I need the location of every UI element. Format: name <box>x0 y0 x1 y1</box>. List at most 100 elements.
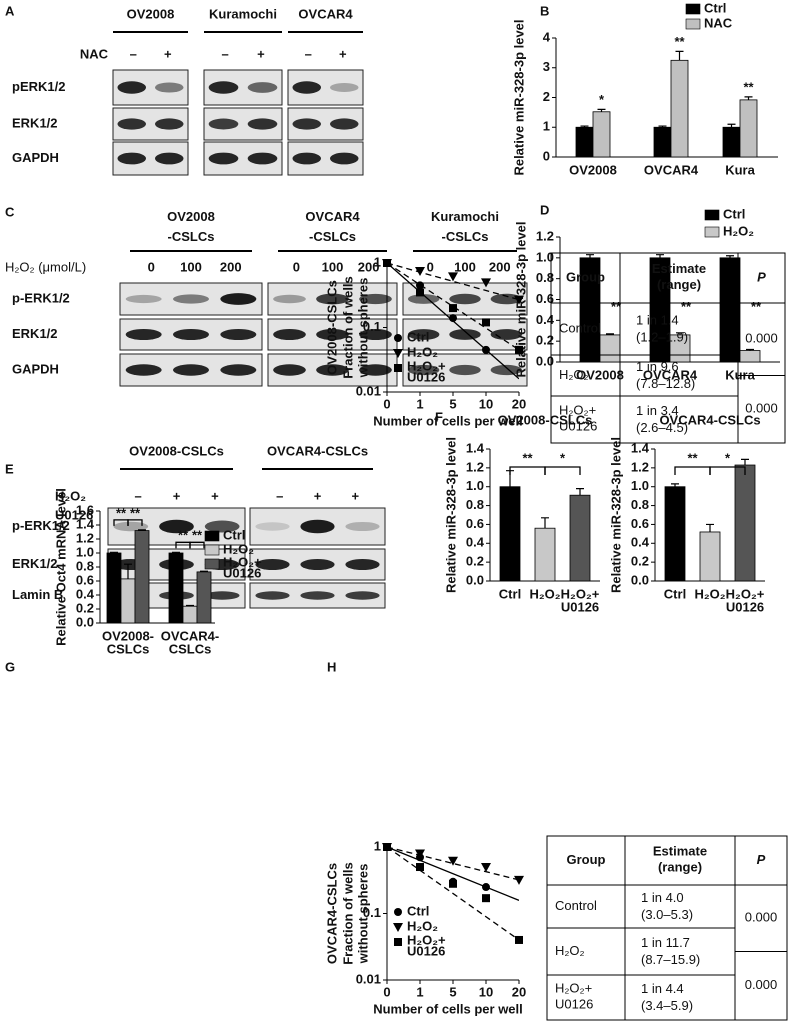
dose-label: 100 <box>322 259 344 274</box>
y-tick-label: 0 <box>543 148 550 163</box>
blot-band <box>255 522 290 531</box>
y-tick-label: 1.0 <box>76 544 94 559</box>
x-axis-label: Number of cells per well <box>373 413 523 428</box>
significance-bracket <box>544 466 581 475</box>
y-tick-label: 0.8 <box>631 497 649 512</box>
blot-band <box>220 293 257 305</box>
y-axis-label: Relative miR-328-3p level <box>608 437 623 593</box>
bar <box>653 126 672 158</box>
y-tick-label: 0.1 <box>363 905 381 920</box>
blot-band <box>255 558 290 571</box>
blot-band <box>208 118 239 130</box>
y-tick-label: 0.2 <box>466 554 484 569</box>
significance: ** <box>178 528 189 543</box>
table-cell: 0.000 <box>745 331 778 346</box>
x-tick-label: 10 <box>479 984 493 999</box>
blot-band <box>292 81 321 94</box>
error-bar <box>676 332 684 335</box>
error-bar <box>110 551 118 553</box>
blot-band <box>117 152 146 165</box>
group-label: OV2008-CSLCs <box>167 209 215 244</box>
x-tick-label: H₂O₂+ U0126 <box>561 587 600 615</box>
x-tick-label: 5 <box>449 396 456 411</box>
y-tick-label: 0.01 <box>356 971 381 986</box>
blot-band <box>113 521 149 532</box>
significance: * <box>725 450 731 465</box>
table-cell: 1 in 11.7 <box>641 935 690 950</box>
y-tick-label: 0.4 <box>76 586 95 601</box>
legend-label: H₂O₂+ U0126 <box>223 555 262 581</box>
blot-band <box>220 328 257 341</box>
x-tick-label: OVCAR4-CSLCs <box>161 629 220 657</box>
treatment-label: H₂O₂ <box>55 488 86 503</box>
blot-band <box>159 519 194 534</box>
sign: + <box>339 46 347 61</box>
blot-band <box>173 328 209 341</box>
error-bar <box>597 108 606 112</box>
blot-row-label: p-ERK1/2 <box>12 290 70 305</box>
blot-band <box>247 118 278 130</box>
legend-swatch <box>685 18 701 30</box>
blot-row-label: GAPDH <box>12 361 59 376</box>
legend-label: NAC <box>704 15 733 30</box>
panel-label: H <box>327 659 336 674</box>
blot-band <box>345 521 380 532</box>
x-tick-label: 20 <box>512 984 526 999</box>
error-bar <box>172 551 180 553</box>
x-tick-label: 0 <box>383 396 390 411</box>
blot-band <box>155 118 184 130</box>
panel-label: E <box>5 461 14 476</box>
legend-label: H₂O₂ <box>407 918 438 933</box>
bar <box>534 527 556 582</box>
marker <box>383 843 391 851</box>
significance: ** <box>687 450 698 465</box>
significance: ** <box>522 450 533 465</box>
marker <box>416 288 424 297</box>
marker <box>515 935 523 944</box>
y-tick-label: 1.4 <box>631 440 650 455</box>
bar <box>196 571 212 624</box>
legend-marker <box>394 908 402 916</box>
significance: ** <box>192 528 203 543</box>
sign: + <box>164 46 172 61</box>
dose-label: 100 <box>180 259 202 274</box>
blot-band <box>125 294 162 304</box>
blot-row-label: Lamin B <box>12 587 63 602</box>
y-axis-label: Fraction of wellswithout spheres <box>341 862 371 965</box>
y-axis-label: Relative miR-328-3p level <box>443 437 458 593</box>
bar <box>134 530 150 624</box>
marker <box>416 863 424 872</box>
error-bar <box>186 604 194 607</box>
error-bar <box>124 563 132 579</box>
x-tick-label: 1 <box>416 984 423 999</box>
error-bar <box>200 570 208 572</box>
group-label: OVCAR4-CSLCs <box>305 209 360 244</box>
fit-line <box>387 263 519 301</box>
bar <box>739 99 758 158</box>
x-tick-label: Ctrl <box>499 586 521 601</box>
table-cell: Control <box>555 898 597 913</box>
panel-label: D <box>540 202 549 217</box>
panel-label: B <box>540 3 549 18</box>
table-cell: Control <box>559 320 601 335</box>
group-label: OV2008 <box>127 6 175 21</box>
bar <box>569 494 591 582</box>
table-cell: 0.000 <box>745 977 778 992</box>
group-label: OV2008-CSLCs <box>129 443 224 458</box>
blot-band <box>204 520 240 533</box>
chart-title: OVCAR4-CSLCs <box>659 412 760 427</box>
blot-band <box>449 329 481 340</box>
marker <box>383 259 391 267</box>
bar <box>599 334 621 363</box>
legend-swatch <box>685 3 701 15</box>
marker <box>415 267 425 277</box>
error-bar <box>576 488 584 496</box>
significance: ** <box>751 299 762 314</box>
dose-label: 100 <box>454 259 476 274</box>
fit-line <box>387 847 519 901</box>
blot-band <box>173 364 209 376</box>
marker <box>415 849 425 859</box>
sign: + <box>314 488 322 503</box>
y-tick-label: 0.8 <box>536 270 554 285</box>
